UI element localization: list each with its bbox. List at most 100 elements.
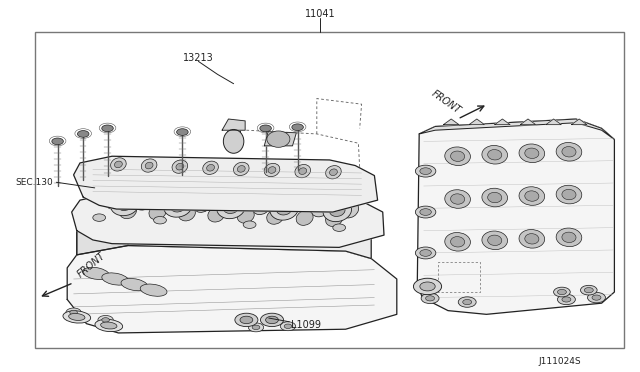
Circle shape <box>588 292 605 303</box>
Circle shape <box>177 129 188 135</box>
Circle shape <box>98 315 113 324</box>
Ellipse shape <box>149 205 166 220</box>
Polygon shape <box>520 119 536 125</box>
Ellipse shape <box>330 205 345 217</box>
Circle shape <box>426 296 435 301</box>
Ellipse shape <box>296 211 313 225</box>
Circle shape <box>420 250 431 256</box>
Text: FRONT: FRONT <box>430 89 463 116</box>
Ellipse shape <box>172 160 188 173</box>
Ellipse shape <box>525 148 539 158</box>
Text: L1099: L1099 <box>291 321 321 330</box>
Ellipse shape <box>323 199 351 222</box>
Ellipse shape <box>164 195 192 217</box>
Polygon shape <box>417 119 614 314</box>
Circle shape <box>413 278 442 295</box>
Circle shape <box>243 221 256 228</box>
Circle shape <box>584 288 593 293</box>
Ellipse shape <box>182 224 211 232</box>
Ellipse shape <box>164 195 182 211</box>
Polygon shape <box>546 119 561 125</box>
Ellipse shape <box>282 199 300 216</box>
Ellipse shape <box>326 212 342 227</box>
Ellipse shape <box>488 235 502 246</box>
Ellipse shape <box>95 320 123 331</box>
Ellipse shape <box>264 163 280 177</box>
Polygon shape <box>419 119 614 140</box>
Ellipse shape <box>482 145 508 164</box>
Ellipse shape <box>223 202 239 214</box>
Circle shape <box>284 324 292 328</box>
Ellipse shape <box>217 196 245 219</box>
Text: FRONT: FRONT <box>76 251 108 280</box>
Ellipse shape <box>451 237 465 247</box>
Ellipse shape <box>562 232 576 243</box>
Ellipse shape <box>311 201 329 217</box>
Ellipse shape <box>140 284 167 296</box>
Ellipse shape <box>267 209 284 224</box>
Ellipse shape <box>111 158 126 171</box>
Ellipse shape <box>326 166 341 179</box>
Circle shape <box>592 295 601 300</box>
Circle shape <box>557 294 575 305</box>
Ellipse shape <box>488 192 502 203</box>
Ellipse shape <box>556 228 582 247</box>
Circle shape <box>458 297 476 307</box>
Ellipse shape <box>445 190 470 208</box>
Ellipse shape <box>179 206 195 221</box>
Ellipse shape <box>234 162 249 176</box>
Ellipse shape <box>134 194 152 210</box>
Ellipse shape <box>237 166 245 172</box>
Ellipse shape <box>482 231 508 250</box>
Circle shape <box>562 297 571 302</box>
Ellipse shape <box>113 219 162 234</box>
Circle shape <box>240 316 253 324</box>
Ellipse shape <box>237 208 254 223</box>
Ellipse shape <box>267 131 290 147</box>
Ellipse shape <box>145 162 153 169</box>
Circle shape <box>292 124 303 131</box>
Ellipse shape <box>299 168 307 174</box>
Circle shape <box>260 313 284 327</box>
Circle shape <box>266 316 278 324</box>
Ellipse shape <box>203 161 218 174</box>
Circle shape <box>415 247 436 259</box>
Ellipse shape <box>68 314 85 320</box>
Ellipse shape <box>295 164 310 178</box>
Text: 11041: 11041 <box>305 9 335 19</box>
Ellipse shape <box>562 189 576 200</box>
Polygon shape <box>469 119 484 125</box>
Ellipse shape <box>115 161 122 168</box>
Circle shape <box>280 322 296 331</box>
Polygon shape <box>264 132 296 146</box>
Bar <box>35 32 624 348</box>
Ellipse shape <box>519 187 545 205</box>
Polygon shape <box>222 119 245 130</box>
Circle shape <box>70 310 77 315</box>
Ellipse shape <box>231 222 280 237</box>
Ellipse shape <box>176 163 184 170</box>
Ellipse shape <box>223 197 241 214</box>
Circle shape <box>554 287 570 297</box>
Ellipse shape <box>100 322 117 329</box>
Circle shape <box>420 168 431 174</box>
Polygon shape <box>74 156 378 212</box>
Circle shape <box>415 206 436 218</box>
Circle shape <box>235 313 258 327</box>
Ellipse shape <box>519 230 545 248</box>
Circle shape <box>415 165 436 177</box>
Text: J111024S: J111024S <box>539 357 581 366</box>
Circle shape <box>248 323 264 332</box>
Ellipse shape <box>451 194 465 204</box>
Circle shape <box>102 318 109 322</box>
Ellipse shape <box>300 227 328 235</box>
Ellipse shape <box>111 193 139 216</box>
Circle shape <box>557 289 566 295</box>
Ellipse shape <box>445 232 470 251</box>
Ellipse shape <box>141 159 157 172</box>
Ellipse shape <box>170 200 186 212</box>
Ellipse shape <box>556 142 582 161</box>
Text: SEC.130: SEC.130 <box>15 178 53 187</box>
Ellipse shape <box>268 167 276 173</box>
Ellipse shape <box>193 196 211 212</box>
